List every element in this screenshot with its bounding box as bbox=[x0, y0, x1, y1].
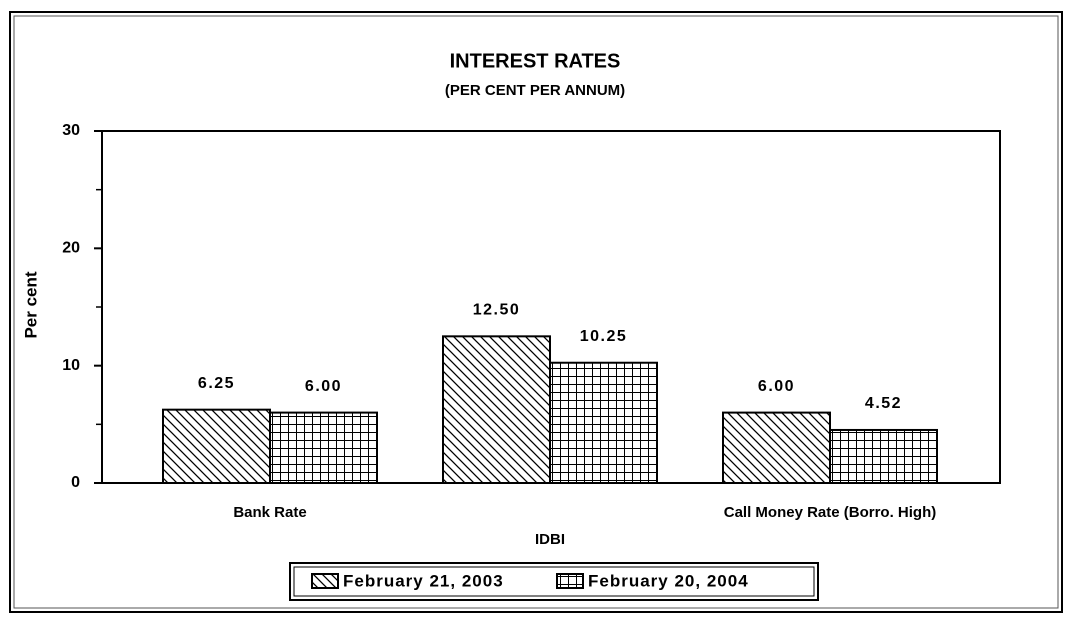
legend bbox=[289, 562, 819, 601]
legend-label: February 21, 2003 bbox=[343, 571, 504, 590]
chart-title: INTEREST RATES bbox=[450, 50, 621, 72]
bar bbox=[162, 408, 271, 484]
legend-inner bbox=[293, 566, 815, 597]
y-tick-label: 10 bbox=[62, 357, 80, 374]
value-label: 10.25 bbox=[580, 328, 628, 345]
y-tick-label: 30 bbox=[62, 122, 80, 139]
bar bbox=[442, 335, 551, 485]
legend-swatch bbox=[311, 573, 339, 589]
legend-swatch bbox=[556, 573, 584, 589]
x-tick-label: Bank Rate bbox=[233, 504, 306, 521]
value-label: 12.50 bbox=[473, 302, 521, 319]
x-tick-label: Call Money Rate (Borro. High) bbox=[724, 504, 937, 521]
bar bbox=[549, 361, 658, 485]
value-label: 4.52 bbox=[865, 395, 902, 412]
bar bbox=[829, 428, 938, 484]
inner-frame bbox=[13, 15, 1059, 609]
y-tick-label: 20 bbox=[62, 240, 80, 257]
chart-subtitle: (PER CENT PER ANNUM) bbox=[445, 82, 625, 99]
outer-frame bbox=[9, 11, 1063, 613]
value-label: 6.25 bbox=[198, 375, 235, 392]
x-tick-label: IDBI bbox=[535, 531, 565, 548]
bar bbox=[722, 411, 831, 485]
value-label: 6.00 bbox=[305, 378, 342, 395]
value-label: 6.00 bbox=[758, 378, 795, 395]
y-axis-label: Per cent bbox=[21, 271, 40, 338]
y-tick-label: 0 bbox=[71, 474, 80, 491]
bar bbox=[269, 411, 378, 485]
legend-label: February 20, 2004 bbox=[588, 571, 749, 590]
